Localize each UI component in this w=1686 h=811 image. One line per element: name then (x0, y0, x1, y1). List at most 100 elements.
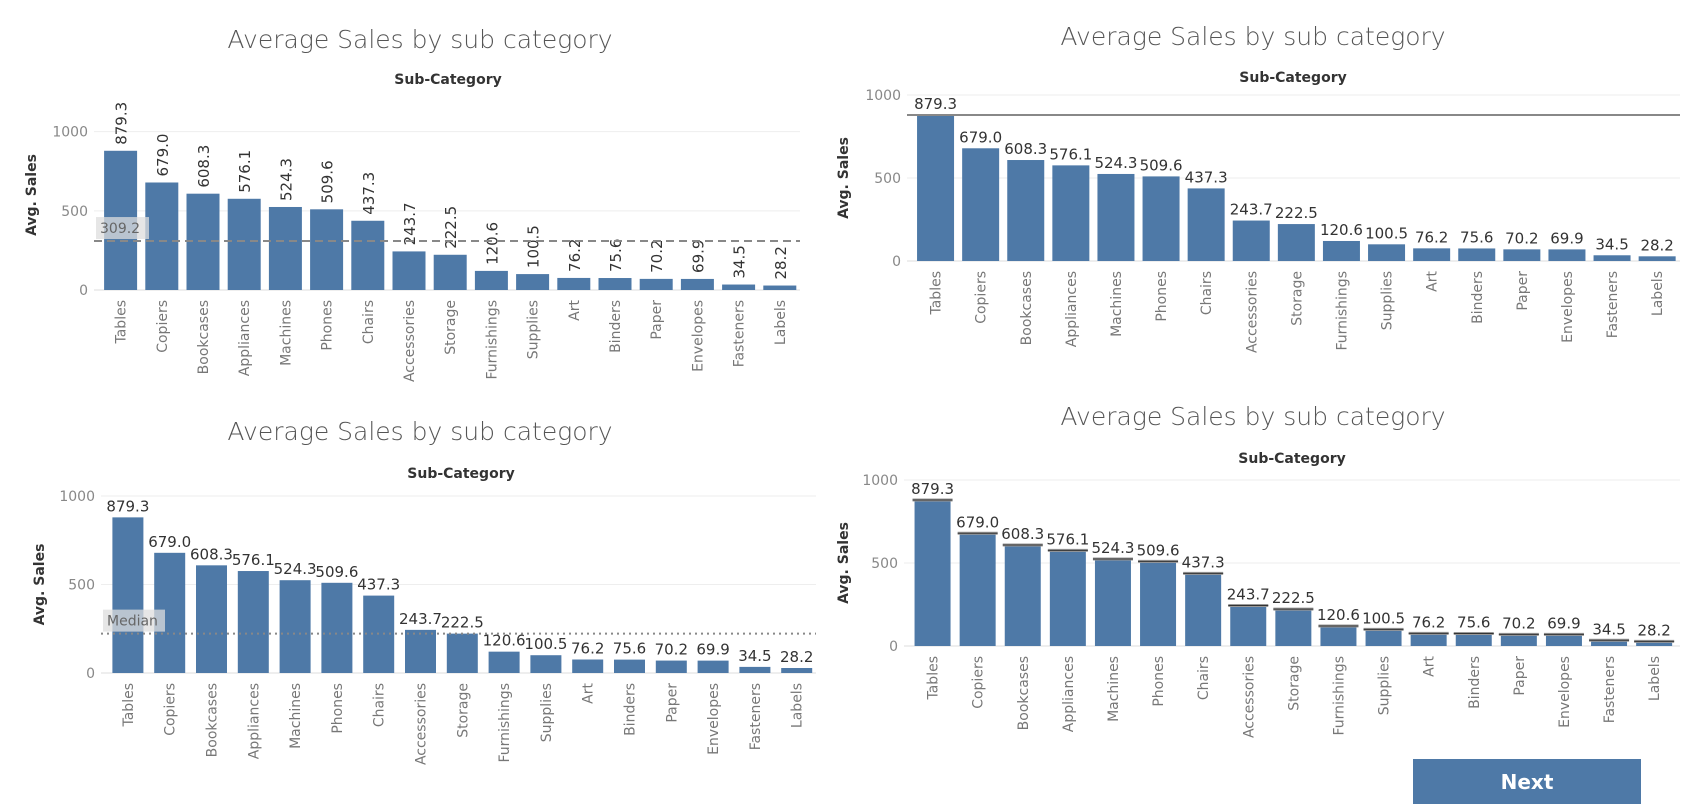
bar-paper (655, 660, 687, 673)
bar-fasteners (739, 666, 771, 673)
bar-art (1410, 633, 1447, 646)
bar-machines (279, 580, 311, 673)
chart-subtitle: Sub-Category (407, 466, 514, 482)
y-axis-label: Avg. Sales (836, 522, 852, 604)
x-tick-label: Bookcases (1016, 656, 1032, 730)
data-label: 679.0 (148, 533, 191, 551)
bar-phones (1142, 176, 1180, 261)
bar-storage (433, 254, 467, 290)
data-label: 75.6 (607, 239, 625, 272)
reference-label-box (96, 217, 149, 240)
bar-paper (1503, 249, 1541, 261)
x-tick-label: Labels (1650, 271, 1666, 316)
x-tick-label: Chairs (1199, 271, 1215, 315)
x-tick-label: Furnishings (484, 300, 500, 380)
bar-accessories (392, 251, 426, 290)
data-label: 75.6 (1460, 228, 1493, 246)
x-tick-label: Paper (1515, 271, 1531, 311)
x-tick-label: Machines (288, 683, 304, 749)
chart-title: Average Sales by sub category (227, 417, 612, 446)
bar-labels (1636, 641, 1673, 646)
data-label: 100.5 (525, 225, 543, 268)
data-label: 69.9 (1547, 614, 1580, 632)
bar-copiers (145, 182, 179, 290)
bar-binders (598, 278, 632, 290)
chart-4: Average Sales by sub category Sub-Categor… (836, 402, 1680, 738)
data-label: 243.7 (1227, 586, 1270, 604)
data-label: 70.2 (648, 239, 666, 272)
data-label: 34.5 (738, 647, 771, 665)
bar-binders (1455, 633, 1492, 646)
bar-supplies (1365, 629, 1402, 646)
x-tick-label: Copiers (971, 656, 987, 709)
bar-machines (268, 206, 302, 290)
bar-fasteners (722, 284, 756, 290)
x-tick-label: Binders (1467, 656, 1483, 709)
bar-copiers (962, 148, 1000, 261)
x-tick-label: Fasteners (748, 683, 764, 750)
bar-furnishings (474, 270, 508, 290)
y-axis-label: Avg. Sales (24, 154, 40, 236)
chart-subtitle: Sub-Category (1239, 70, 1346, 86)
x-tick-label: Fasteners (1605, 271, 1621, 338)
x-tick-label: Fasteners (732, 300, 748, 367)
x-tick-label: Supplies (1377, 656, 1393, 715)
chart-title: Average Sales by sub category (1060, 22, 1445, 51)
data-label: 34.5 (1595, 235, 1628, 253)
x-tick-label: Accessories (414, 683, 430, 765)
y-tick-label: 500 (871, 556, 898, 572)
bar-envelopes (697, 660, 729, 673)
x-tick-label: Supplies (526, 300, 542, 359)
bar-fasteners (1591, 640, 1628, 646)
x-tick-label: Machines (278, 300, 294, 366)
y-axis-label: Avg. Sales (32, 544, 48, 626)
data-label: 222.5 (1272, 589, 1315, 607)
data-label: 608.3 (1004, 140, 1047, 158)
bar-art (557, 277, 591, 290)
data-label: 28.2 (1640, 236, 1673, 254)
bar-envelopes (1548, 249, 1586, 261)
bar-tables (914, 500, 951, 646)
y-axis-label: Avg. Sales (836, 137, 852, 219)
bar-envelopes (680, 278, 714, 290)
data-label: 509.6 (1137, 541, 1180, 559)
x-tick-label: Accessories (402, 300, 418, 382)
bar-art (1413, 248, 1451, 261)
data-label: 509.6 (1140, 156, 1183, 174)
data-label: 679.0 (154, 134, 172, 177)
x-tick-label: Chairs (1196, 656, 1212, 700)
x-tick-label: Paper (664, 683, 680, 723)
data-label: 524.3 (277, 158, 295, 201)
bar-tables (112, 517, 144, 673)
x-tick-label: Phones (1151, 656, 1167, 707)
bar-furnishings (1322, 240, 1360, 261)
data-label: 100.5 (1365, 224, 1408, 242)
y-tick-label: 0 (86, 666, 95, 682)
data-label: 100.5 (1362, 609, 1405, 627)
data-label: 222.5 (1275, 204, 1318, 222)
data-label: 243.7 (401, 202, 419, 245)
bar-chairs (351, 220, 385, 290)
bar-tables (917, 115, 955, 262)
bar-furnishings (488, 651, 520, 673)
next-button[interactable]: Next (1413, 759, 1641, 804)
data-label: 28.2 (780, 648, 813, 666)
bar-appliances (1052, 165, 1090, 261)
x-tick-label: Bookcases (196, 300, 212, 374)
data-label: 509.6 (319, 160, 337, 203)
bar-bookcases (1007, 160, 1045, 261)
bar-chairs (1187, 188, 1225, 261)
bar-storage (1277, 224, 1315, 261)
data-label: 608.3 (190, 545, 233, 563)
bar-envelopes (1545, 634, 1582, 646)
bar-phones (1140, 561, 1177, 646)
bar-binders (614, 659, 645, 673)
data-label: 120.6 (483, 632, 526, 650)
x-tick-label: Tables (114, 300, 130, 345)
bar-copiers (959, 533, 996, 646)
data-label: 576.1 (232, 551, 275, 569)
bar-chairs (1185, 573, 1222, 646)
x-tick-label: Copiers (155, 300, 171, 353)
chart-2: Average Sales by sub category Sub-Categor… (836, 22, 1680, 353)
data-label: 437.3 (1182, 553, 1225, 571)
